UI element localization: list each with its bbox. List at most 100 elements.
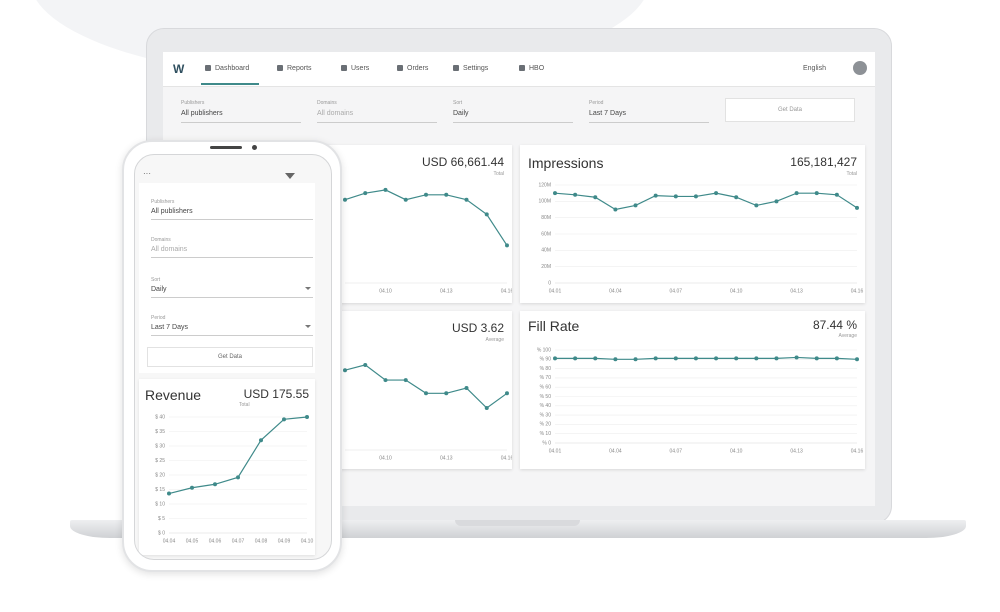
nav-item[interactable]: Orders: [397, 65, 428, 72]
chart: 04.10 04.13 04.16: [343, 362, 512, 461]
y-tick-label: 60M: [541, 231, 551, 237]
point: [213, 482, 217, 487]
filter[interactable]: Publishers All publishers: [181, 98, 301, 123]
point: [424, 391, 428, 396]
point: [653, 356, 658, 361]
phone-speaker: [210, 146, 242, 149]
x-tick-label: 04.01: [549, 288, 562, 294]
filter-label: Domains: [151, 237, 171, 243]
nav-item[interactable]: HBO: [519, 65, 544, 72]
point: [855, 357, 859, 362]
y-tick-label: $ 20: [155, 472, 165, 478]
y-tick-label: % 20: [540, 422, 552, 428]
point: [834, 356, 839, 361]
y-tick-label: % 80: [540, 366, 552, 372]
filter-icon[interactable]: [285, 173, 295, 179]
filter-label: Period: [589, 100, 604, 106]
filter[interactable]: Domains All domains: [151, 235, 313, 258]
point: [282, 417, 286, 422]
card-value: USD 3.62: [451, 321, 504, 335]
card-caption: Total: [493, 171, 504, 177]
point: [505, 391, 509, 396]
point: [693, 356, 698, 361]
nav-item[interactable]: Users: [341, 65, 369, 72]
point: [383, 378, 388, 383]
logo[interactable]: W: [173, 62, 185, 76]
filter[interactable]: Publishers All publishers: [151, 197, 313, 220]
point: [714, 356, 719, 361]
filter[interactable]: Period Last 7 Days: [151, 313, 313, 336]
point: [613, 207, 618, 212]
get-data-button[interactable]: Get Data: [147, 347, 313, 367]
point: [814, 191, 819, 196]
caret: [305, 287, 311, 290]
language-select[interactable]: English: [803, 65, 826, 72]
card-value: USD 175.55: [243, 387, 309, 401]
filter-label: Publishers: [151, 199, 175, 205]
nav-item[interactable]: Reports: [277, 65, 312, 72]
x-tick-label: 04.10: [301, 538, 314, 544]
y-tick-label: 20M: [541, 264, 551, 270]
point: [754, 356, 759, 361]
filter-value: All domains: [317, 110, 354, 117]
card-title: Impressions: [528, 155, 604, 171]
point: [403, 378, 408, 383]
point: [834, 192, 839, 197]
x-tick-label: 04.09: [278, 538, 291, 544]
filter-value: Daily: [151, 286, 167, 293]
line: [554, 192, 858, 211]
y-tick-label: % 30: [540, 412, 552, 418]
x-tick-label: 04.16: [851, 288, 864, 294]
nav-bar: W Dashboard Reports Users Orders Setting…: [163, 52, 875, 87]
x-tick-label: 04.10: [379, 288, 392, 294]
x-tick-label: 04.13: [790, 448, 803, 454]
y-tick-label: % 0: [542, 440, 551, 446]
laptop-notch: [455, 520, 580, 526]
filter[interactable]: Sort Daily: [453, 98, 573, 123]
phone-screen: ··· Publishers All publishers Domains All …: [134, 154, 332, 560]
line: [555, 356, 858, 360]
card-value: 165,181,427: [790, 155, 857, 169]
chart: $ 0 $ 5 $ 10 $ 15 $ 20 $ 25 $ 30 $ 35 $ 40 04.04 0…: [155, 414, 314, 544]
y-tick-label: % 90: [540, 357, 552, 363]
card-title: Fill Rate: [528, 318, 580, 334]
filter-label: Period: [151, 315, 166, 321]
filter-value: Last 7 Days: [589, 110, 626, 117]
point: [444, 192, 449, 197]
y-tick-label: $ 40: [155, 414, 165, 420]
y-tick-label: $ 25: [155, 458, 165, 464]
x-tick-label: 04.06: [209, 538, 222, 544]
point: [167, 491, 171, 496]
filter-value: All publishers: [181, 110, 223, 117]
caret: [305, 325, 311, 328]
card-value: USD 66,661.44: [421, 155, 504, 169]
point: [814, 356, 819, 361]
point: [693, 194, 698, 199]
y-tick-label: $ 35: [155, 429, 165, 435]
filter[interactable]: Sort Daily: [151, 275, 313, 298]
x-tick-label: 04.10: [730, 288, 743, 294]
menu-icon[interactable]: ···: [143, 169, 151, 178]
y-tick-label: 100M: [538, 199, 551, 205]
filter-label: Sort: [151, 277, 161, 283]
y-tick-label: $ 15: [155, 487, 165, 493]
filter[interactable]: Period Last 7 Days: [589, 98, 709, 123]
filter-form: Publishers All publishers Domains All doma…: [139, 183, 315, 373]
x-tick-label: 04.04: [609, 448, 622, 454]
point: [363, 362, 368, 367]
filter[interactable]: Domains All domains: [317, 98, 437, 123]
point: [343, 197, 347, 202]
nav-item[interactable]: Settings: [453, 65, 488, 72]
point: [754, 203, 759, 208]
card-value: 87.44 %: [812, 318, 857, 332]
avatar[interactable]: [853, 61, 867, 75]
active-indicator: [201, 83, 259, 85]
line: [344, 189, 508, 246]
filter-label: Publishers: [181, 100, 205, 106]
get-data-button[interactable]: Get Data: [725, 98, 855, 122]
point: [573, 356, 578, 361]
y-tick-label: % 70: [540, 375, 552, 381]
nav-item[interactable]: Dashboard: [205, 65, 249, 72]
card-title: Revenue: [145, 387, 202, 403]
